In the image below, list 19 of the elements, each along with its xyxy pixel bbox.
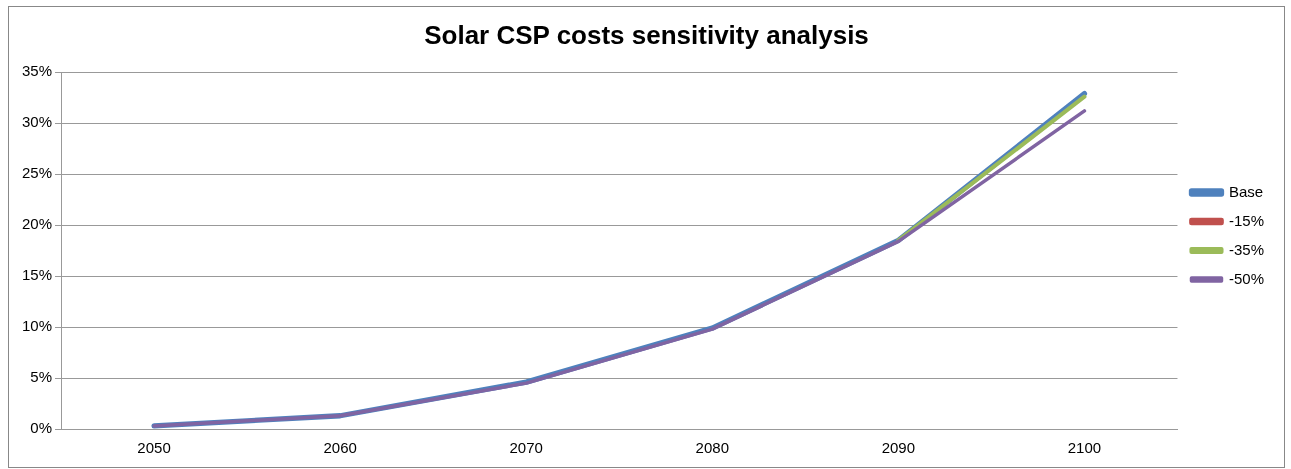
x-tick-label: 2050 [137, 439, 171, 457]
x-tick-label: 2080 [695, 439, 729, 457]
y-tick-label: 25% [21, 164, 53, 182]
y-tick-label: 20% [21, 215, 53, 233]
legend-label: Base [1228, 182, 1264, 200]
x-tick-label: 2100 [1067, 439, 1102, 457]
y-tick-label: 0% [30, 419, 53, 437]
x-tick-label: 2060 [323, 439, 357, 457]
y-tick-label: 15% [21, 266, 53, 284]
legend-label: -50% [1228, 269, 1265, 287]
chart-title: Solar CSP costs sensitivity analysis [424, 19, 869, 50]
y-tick-label: 5% [30, 368, 53, 386]
legend-label: -35% [1228, 240, 1265, 258]
y-tick-label: 10% [21, 317, 53, 335]
legend-label: -15% [1228, 211, 1265, 229]
y-tick-label: 35% [21, 62, 53, 80]
y-tick-label: 30% [21, 113, 53, 131]
x-tick-label: 2090 [881, 439, 916, 457]
x-tick-label: 2070 [509, 439, 543, 457]
